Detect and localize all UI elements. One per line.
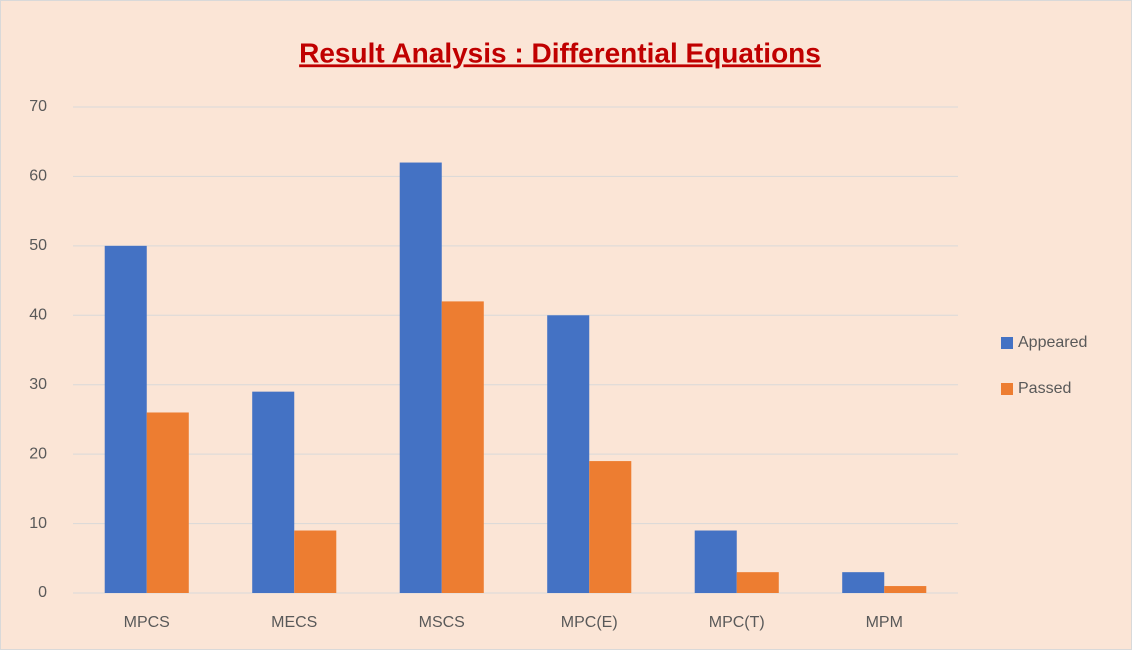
bar bbox=[736, 572, 779, 593]
legend-label: Appeared bbox=[1018, 334, 1087, 351]
x-tick-label: MSCS bbox=[419, 614, 465, 631]
y-tick-label: 60 bbox=[29, 168, 47, 185]
bar bbox=[252, 391, 295, 593]
bar bbox=[884, 586, 927, 593]
bar bbox=[842, 572, 885, 593]
legend-label: Passed bbox=[1018, 380, 1071, 397]
y-tick-label: 20 bbox=[29, 445, 47, 462]
bar bbox=[146, 412, 189, 593]
legend-swatch bbox=[1001, 383, 1013, 395]
y-tick-label: 0 bbox=[38, 584, 47, 601]
y-tick-label: 30 bbox=[29, 376, 47, 393]
y-tick-label: 70 bbox=[29, 98, 47, 115]
x-tick-label: MPC(T) bbox=[709, 614, 765, 631]
bar bbox=[694, 530, 737, 593]
x-tick-label: MPC(E) bbox=[561, 614, 618, 631]
bar bbox=[441, 301, 484, 593]
legend-swatch bbox=[1001, 337, 1013, 349]
bar bbox=[399, 162, 442, 594]
x-tick-label: MPCS bbox=[124, 614, 170, 631]
x-tick-label: MECS bbox=[271, 614, 317, 631]
bar bbox=[104, 245, 147, 593]
y-tick-label: 50 bbox=[29, 237, 47, 254]
bar bbox=[589, 461, 632, 593]
y-tick-label: 40 bbox=[29, 307, 47, 324]
bar bbox=[294, 530, 337, 593]
chart-title: Result Analysis : Differential Equations bbox=[299, 37, 821, 68]
bar bbox=[547, 315, 590, 593]
x-tick-label: MPM bbox=[866, 614, 903, 631]
y-tick-label: 10 bbox=[29, 515, 47, 532]
